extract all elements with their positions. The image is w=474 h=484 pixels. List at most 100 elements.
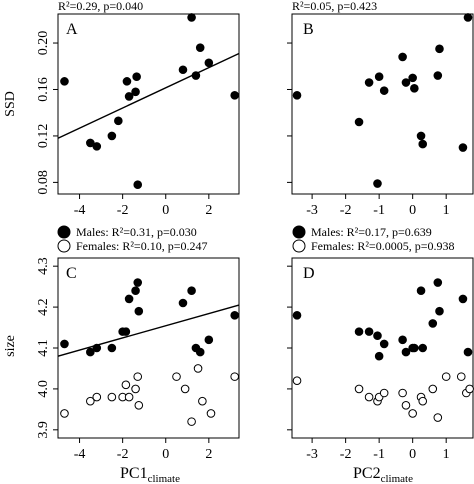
point-b-s0-13 [435, 44, 444, 54]
point-d-females-0 [292, 376, 302, 386]
point-a-s0-2 [92, 142, 102, 151]
point-d-males-3 [373, 331, 382, 341]
point-c-males-1 [86, 347, 95, 357]
point-d-males-7 [401, 347, 411, 357]
point-d-males-12 [428, 319, 438, 328]
point-d-females-11 [428, 384, 438, 394]
point-c-males-15 [230, 310, 239, 320]
x-axis-label-c-main: PC1 [120, 465, 148, 482]
y-tick-label-a-2: 0.16 [36, 77, 51, 102]
x-axis-label-d-main: PC2 [353, 465, 381, 482]
point-d-males-6 [398, 335, 407, 345]
point-d-males-2 [364, 327, 374, 336]
point-d-females-16 [465, 384, 474, 394]
legend-text-males-c: Males: R²=0.31, p=0.030 [76, 225, 197, 239]
point-a-s0-5 [122, 77, 132, 86]
point-c-males-8 [133, 278, 143, 287]
point-a-s0-12 [191, 71, 201, 80]
ticks-c: -4 -2 0 2 3.9 4.0 4.1 4.2 4.3 [36, 257, 212, 462]
x-tick-label-b-4: 1 [443, 203, 450, 218]
x-axis-label-d-sub: climate [381, 473, 413, 484]
plot-frame-b [291, 13, 474, 195]
x-tick-label-d-2: -1 [373, 447, 385, 462]
x-tick-label-c-0: -4 [74, 447, 86, 462]
panel-a: R²=0.29, p=0.040 A -4 -2 0 2 0.08 0.12 0.16 0.2… [3, 0, 240, 218]
point-c-males-2 [92, 343, 102, 353]
point-d-males-13 [433, 278, 443, 287]
point-c-females-2 [92, 392, 102, 402]
point-d-females-14 [456, 372, 466, 381]
point-b-s0-9 [410, 84, 419, 93]
point-d-females-2 [364, 392, 374, 402]
points-a [57, 13, 240, 190]
point-b-s0-15 [463, 13, 473, 22]
point-c-males-14 [204, 335, 214, 345]
point-d-females-6 [398, 388, 407, 398]
panel-d: Males: R²=0.17, p=0.639 Females: R²=0.00… [287, 225, 474, 484]
legend-marker-males-c [57, 225, 71, 239]
y-tick-label-c-2: 4.1 [36, 339, 51, 357]
y-axis-label-c: size [3, 335, 18, 357]
plot-frame-d [291, 257, 474, 439]
point-b-s0-4 [374, 72, 384, 82]
point-c-females-12 [187, 417, 196, 426]
point-c-males-3 [107, 343, 117, 353]
legend-text-males-d: Males: R²=0.17, p=0.639 [311, 225, 432, 239]
point-b-s0-12 [433, 71, 443, 80]
point-c-males-6 [124, 294, 134, 304]
point-b-s0-10 [416, 131, 426, 141]
point-a-s0-10 [178, 65, 188, 75]
y-tick-label-a-1: 0.12 [36, 124, 51, 149]
legend-marker-females-d [292, 239, 306, 253]
y-tick-label-a-3: 0.20 [36, 31, 51, 56]
point-c-males-5 [121, 327, 131, 336]
fit-line-a [57, 52, 240, 139]
point-d-females-1 [354, 384, 364, 394]
x-tick-label-b-1: -2 [340, 203, 352, 218]
point-d-females-7 [401, 400, 411, 410]
point-c-females-8 [133, 372, 143, 381]
x-axis-label-d: PC2climate [353, 465, 413, 484]
point-c-females-0 [60, 409, 69, 418]
point-d-females-10 [418, 396, 428, 406]
point-c-females-10 [172, 372, 181, 381]
point-d-males-14 [435, 306, 444, 316]
legend-text-females-d: Females: R²=0.0005, p=0.938 [311, 239, 454, 253]
x-tick-label-d-4: 1 [443, 447, 450, 462]
legend-marker-males-d [292, 225, 306, 239]
point-c-females-15 [206, 409, 216, 418]
legend-d: Males: R²=0.17, p=0.639 Females: R²=0.00… [292, 225, 454, 253]
x-tick-label-d-1: -2 [340, 447, 352, 462]
point-d-females-5 [379, 388, 389, 398]
point-b-s0-2 [364, 78, 374, 87]
point-c-males-9 [134, 306, 144, 316]
x-axis-label-c: PC1climate [120, 465, 180, 484]
y-tick-label-c-1: 4.0 [36, 380, 51, 398]
x-tick-label-d-3: 0 [409, 447, 416, 462]
point-a-s0-1 [86, 138, 95, 148]
y-tick-label-a-0: 0.08 [36, 170, 51, 195]
x-tick-label-b-2: -1 [373, 203, 385, 218]
point-d-males-9 [410, 343, 419, 353]
point-d-males-10 [416, 286, 426, 296]
points-c [57, 278, 240, 426]
point-d-females-12 [433, 413, 443, 422]
point-b-s0-6 [398, 52, 407, 62]
x-tick-label-a-0: -4 [74, 203, 86, 218]
point-a-s0-7 [131, 87, 140, 97]
y-tick-label-c-3: 4.2 [36, 298, 51, 316]
point-b-s0-1 [354, 117, 364, 127]
x-tick-label-b-3: 0 [409, 203, 416, 218]
ticks-b: -3 -2 -1 0 1 [287, 42, 450, 218]
stat-text-a: R²=0.29, p=0.040 [58, 0, 143, 13]
point-c-females-11 [180, 384, 190, 394]
point-a-s0-9 [133, 180, 143, 190]
legend-marker-females-c [57, 239, 71, 253]
points-d [292, 278, 474, 422]
x-tick-label-b-0: -3 [306, 203, 318, 218]
point-b-s0-3 [373, 179, 382, 188]
point-d-females-13 [441, 372, 451, 381]
point-a-s0-13 [195, 43, 205, 52]
ticks-d: -3 -2 -1 0 1 [287, 265, 450, 462]
ticks-a: -4 -2 0 2 0.08 0.12 0.16 0.20 [36, 31, 212, 218]
